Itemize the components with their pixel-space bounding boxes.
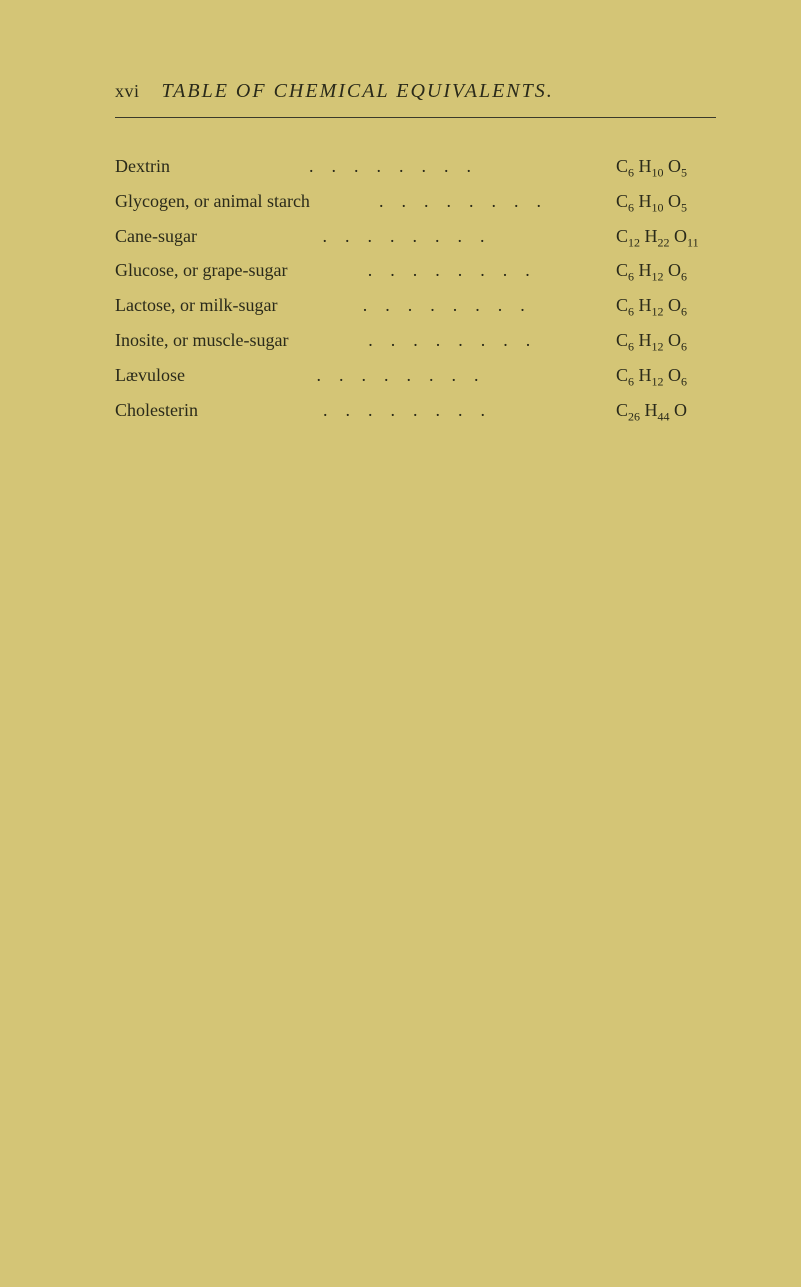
table-row: Cholesterin........C26 H44 O — [115, 396, 716, 425]
leader-dots: ........ — [185, 361, 616, 390]
table-row: Glycogen, or animal starch........C6 H10… — [115, 187, 716, 216]
chemical-formula: C6 H12 O6 — [616, 291, 716, 320]
table-row: Dextrin........C6 H10 O5 — [115, 152, 716, 181]
chemical-formula: C6 H10 O5 — [616, 152, 716, 181]
table-row: Inosite, or muscle-sugar........C6 H12 O… — [115, 326, 716, 355]
table-row: Lactose, or milk-sugar........C6 H12 O6 — [115, 291, 716, 320]
table-row: Glucose, or grape-sugar........C6 H12 O6 — [115, 256, 716, 285]
compound-name: Inosite, or muscle-sugar — [115, 326, 288, 355]
page-number: xvi — [115, 81, 140, 101]
chemical-formula: C12 H22 O11 — [616, 222, 716, 251]
table-row: Cane-sugar........C12 H22 O11 — [115, 222, 716, 251]
equivalents-table: Dextrin........C6 H10 O5Glycogen, or ani… — [115, 152, 716, 424]
header-divider — [115, 117, 716, 118]
page-title: TABLE OF CHEMICAL EQUIVALENTS. — [162, 80, 554, 102]
leader-dots: ........ — [277, 291, 616, 320]
table-row: Lævulose........C6 H12 O6 — [115, 361, 716, 390]
leader-dots: ........ — [287, 256, 616, 285]
chemical-formula: C6 H12 O6 — [616, 361, 716, 390]
leader-dots: ........ — [197, 222, 616, 251]
page-container: xvi TABLE OF CHEMICAL EQUIVALENTS. Dextr… — [0, 0, 801, 470]
chemical-formula: C6 H12 O6 — [616, 326, 716, 355]
page-header: xvi TABLE OF CHEMICAL EQUIVALENTS. — [115, 80, 716, 103]
chemical-formula: C26 H44 O — [616, 396, 716, 425]
compound-name: Lactose, or milk-sugar — [115, 291, 277, 320]
chemical-formula: C6 H10 O5 — [616, 187, 716, 216]
compound-name: Dextrin — [115, 152, 170, 181]
leader-dots: ........ — [288, 326, 616, 355]
compound-name: Cholesterin — [115, 396, 198, 425]
leader-dots: ........ — [310, 187, 616, 216]
compound-name: Cane-sugar — [115, 222, 197, 251]
leader-dots: ........ — [170, 152, 616, 181]
compound-name: Glucose, or grape-sugar — [115, 256, 287, 285]
chemical-formula: C6 H12 O6 — [616, 256, 716, 285]
compound-name: Lævulose — [115, 361, 185, 390]
leader-dots: ........ — [198, 396, 616, 425]
compound-name: Glycogen, or animal starch — [115, 187, 310, 216]
